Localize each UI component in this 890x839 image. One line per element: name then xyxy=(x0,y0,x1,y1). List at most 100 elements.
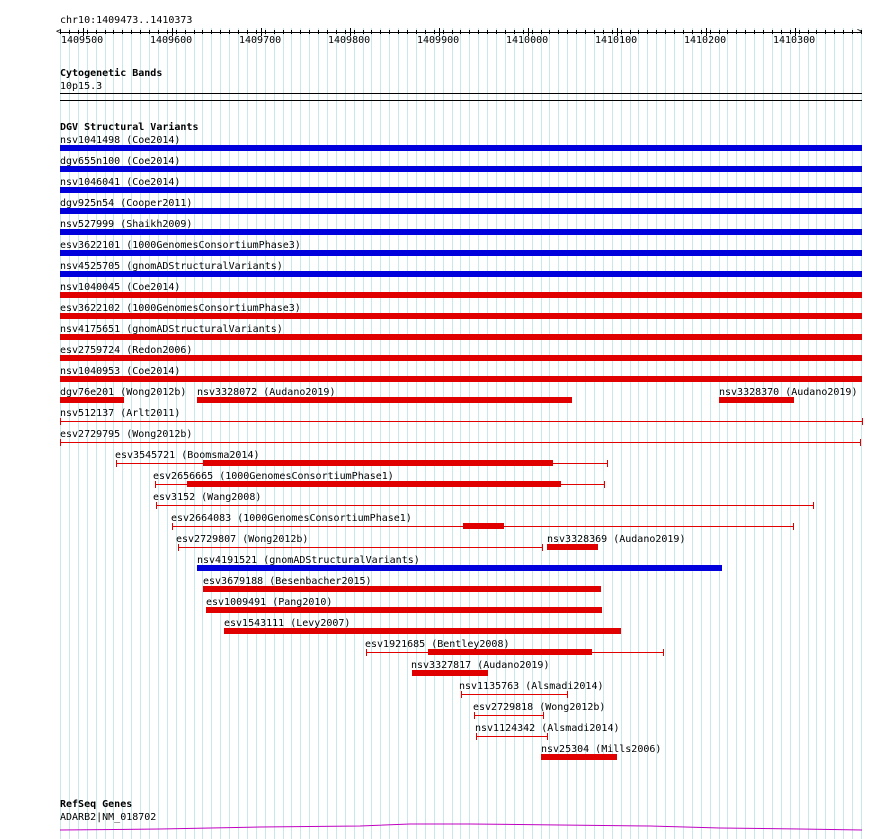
ruler-minor-tick xyxy=(612,30,613,34)
variant-label[interactable]: nsv4191521 (gnomADStructuralVariants) xyxy=(197,555,420,566)
variant-bar[interactable] xyxy=(60,166,862,172)
grid-line xyxy=(416,28,417,839)
variant-label[interactable]: nsv1041498 (Coe2014) xyxy=(60,135,181,146)
variant-bar[interactable] xyxy=(60,208,862,214)
variant-label[interactable]: esv3545721 (Boomsma2014) xyxy=(115,450,260,461)
variant-span-line[interactable] xyxy=(156,505,813,506)
variant-label[interactable]: nsv4175651 (gnomADStructuralVariants) xyxy=(60,324,283,335)
variant-bar[interactable] xyxy=(206,607,602,613)
variant-bar[interactable] xyxy=(719,397,794,403)
variant-span-cap xyxy=(474,712,475,719)
variant-span-cap xyxy=(793,523,794,530)
variant-label[interactable]: dgv925n54 (Cooper2011) xyxy=(60,198,193,209)
grid-line xyxy=(78,28,79,839)
variant-label[interactable]: esv2664083 (1000GenomesConsortiumPhase1) xyxy=(171,513,412,524)
variant-bar[interactable] xyxy=(60,271,862,277)
variant-span-cap xyxy=(178,544,179,551)
grid-line xyxy=(701,28,702,839)
ruler-minor-tick xyxy=(105,30,106,34)
variant-label[interactable]: esv3622101 (1000GenomesConsortiumPhase3) xyxy=(60,240,301,251)
variant-span-line[interactable] xyxy=(461,694,567,695)
ruler-minor-tick xyxy=(514,30,515,34)
variant-label[interactable]: nsv1135763 (Alsmadi2014) xyxy=(459,681,604,692)
variant-bar[interactable] xyxy=(60,334,862,340)
variant-label[interactable]: esv1009491 (Pang2010) xyxy=(206,597,333,608)
ruler-tick-label: 1409700 xyxy=(239,35,282,46)
ruler-minor-tick xyxy=(202,30,203,34)
ruler-left-arrow: < xyxy=(56,27,62,37)
variant-bar[interactable] xyxy=(541,754,617,760)
variant-label[interactable]: nsv512137 (Arlt2011) xyxy=(60,408,181,419)
grid-line xyxy=(69,28,70,839)
variant-label[interactable]: esv3622102 (1000GenomesConsortiumPhase3) xyxy=(60,303,301,314)
variant-label[interactable]: esv3152 (Wang2008) xyxy=(153,492,262,503)
variant-label[interactable]: esv2759724 (Redon2006) xyxy=(60,345,193,356)
grid-line xyxy=(256,28,257,839)
variant-label[interactable]: nsv527999 (Shaikh2009) xyxy=(60,219,193,230)
variant-label[interactable]: esv1543111 (Levy2007) xyxy=(224,618,351,629)
variant-label[interactable]: nsv3327817 (Audano2019) xyxy=(411,660,550,671)
variant-span-line[interactable] xyxy=(474,715,543,716)
variant-label[interactable]: nsv1040045 (Coe2014) xyxy=(60,282,181,293)
variant-bar[interactable] xyxy=(60,145,862,151)
variant-bar[interactable] xyxy=(60,397,124,403)
grid-line xyxy=(407,28,408,839)
variant-bar[interactable] xyxy=(60,376,862,382)
variant-bar[interactable] xyxy=(60,229,862,235)
variant-bar[interactable] xyxy=(412,670,488,676)
variant-bar[interactable] xyxy=(60,250,862,256)
variant-bar[interactable] xyxy=(60,292,862,298)
variant-bar[interactable] xyxy=(60,355,862,361)
variant-span-line[interactable] xyxy=(60,421,862,422)
grid-line xyxy=(825,28,826,839)
variant-label[interactable]: nsv3328369 (Audano2019) xyxy=(547,534,686,545)
variant-bar[interactable] xyxy=(187,481,561,487)
cytoband-bar-top xyxy=(60,93,862,94)
ruler-minor-tick xyxy=(558,30,559,34)
variant-label[interactable]: esv2656665 (1000GenomesConsortiumPhase1) xyxy=(153,471,394,482)
variant-span-line[interactable] xyxy=(178,547,542,548)
variant-label[interactable]: nsv1040953 (Coe2014) xyxy=(60,366,181,377)
grid-line xyxy=(558,28,559,839)
variant-label[interactable]: esv2729795 (Wong2012b) xyxy=(60,429,193,440)
variant-label[interactable]: esv3679188 (Besenbacher2015) xyxy=(203,576,372,587)
variant-label[interactable]: nsv25304 (Mills2006) xyxy=(541,744,662,755)
grid-line xyxy=(291,28,292,839)
variant-span-cap xyxy=(476,733,477,740)
variant-bar[interactable] xyxy=(428,649,592,655)
variant-bar[interactable] xyxy=(203,586,601,592)
ruler-tick xyxy=(261,28,262,36)
ruler-tick xyxy=(83,28,84,36)
ruler-minor-tick xyxy=(283,30,284,34)
grid-line xyxy=(371,28,372,839)
variant-label[interactable]: nsv3328072 (Audano2019) xyxy=(197,387,336,398)
variant-bar[interactable] xyxy=(463,523,504,529)
variant-bar[interactable] xyxy=(547,544,598,550)
refseq-track-title: RefSeq Genes xyxy=(60,799,133,810)
coordinate-readout: chr10:1409473..1410373 xyxy=(60,15,193,26)
grid-line xyxy=(167,28,168,839)
variant-label[interactable]: nsv1046041 (Coe2014) xyxy=(60,177,181,188)
grid-line xyxy=(220,28,221,839)
variant-bar[interactable] xyxy=(224,628,621,634)
variant-label[interactable]: nsv4525705 (gnomADStructuralVariants) xyxy=(60,261,283,272)
variant-label[interactable]: dgv76e201 (Wong2012b) xyxy=(60,387,187,398)
variant-label[interactable]: nsv3328370 (Audano2019) xyxy=(719,387,858,398)
ruler-minor-tick xyxy=(131,30,132,34)
variant-bar[interactable] xyxy=(60,187,862,193)
variant-label[interactable]: esv2729807 (Wong2012b) xyxy=(176,534,309,545)
variant-bar[interactable] xyxy=(60,313,862,319)
variant-label[interactable]: nsv1124342 (Alsmadi2014) xyxy=(475,723,620,734)
grid-line xyxy=(345,28,346,839)
variant-label[interactable]: dgv655n100 (Coe2014) xyxy=(60,156,181,167)
variant-bar[interactable] xyxy=(197,565,722,571)
variant-span-line[interactable] xyxy=(60,442,860,443)
variant-bar[interactable] xyxy=(197,397,572,403)
dgv-track-title: DGV Structural Variants xyxy=(60,122,199,133)
ruler-minor-tick xyxy=(549,30,550,34)
variant-label[interactable]: esv1921685 (Bentley2008) xyxy=(365,639,510,650)
variant-span-line[interactable] xyxy=(476,736,547,737)
variant-bar[interactable] xyxy=(203,460,553,466)
grid-line xyxy=(656,28,657,839)
variant-label[interactable]: esv2729818 (Wong2012b) xyxy=(473,702,606,713)
